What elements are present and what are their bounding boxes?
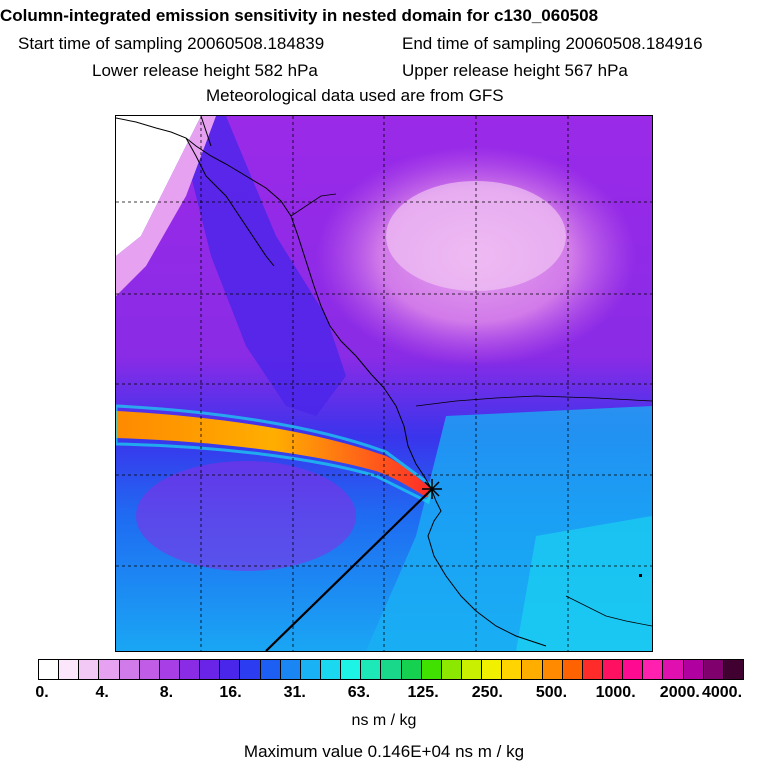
colorbar-segment <box>280 660 301 679</box>
emission-plume-edge <box>116 404 434 505</box>
colorbar-segment <box>240 660 261 679</box>
colorbar-segment <box>643 660 664 679</box>
flight-track-line <box>265 488 433 651</box>
colorbar-tick-label: 8. <box>159 684 174 701</box>
colorbar-segment <box>260 660 281 679</box>
colorbar-segment <box>39 660 60 679</box>
colorbar-segment <box>401 660 422 679</box>
colorbar-segment <box>421 660 442 679</box>
colorbar-segment <box>220 660 241 679</box>
colorbar-segment <box>522 660 543 679</box>
colorbar <box>38 659 744 680</box>
colorbar-segment <box>119 660 140 679</box>
colorbar-tick-label: 125. <box>407 684 439 701</box>
colorbar-segment <box>99 660 120 679</box>
colorbar-segment <box>461 660 483 679</box>
end-time-label: End time of sampling 20060508.184916 <box>402 34 703 53</box>
colorbar-tick-label: 500. <box>535 684 568 701</box>
release-point-cross-icon <box>422 479 442 499</box>
colorbar-segment <box>602 660 624 679</box>
colorbar-segment <box>703 660 724 679</box>
colorbar-segment <box>159 660 180 679</box>
colorbar-tick-label: 2000. <box>659 684 700 701</box>
colorbar-segment <box>361 660 382 679</box>
colorbar-segment <box>139 660 160 679</box>
island-dot <box>639 574 642 577</box>
page-title: Column-integrated emission sensitivity i… <box>0 6 599 25</box>
sensitivity-map <box>115 115 653 652</box>
low-sensitivity-corner <box>116 116 201 256</box>
blue-band-region <box>176 116 346 416</box>
colorbar-tick-label: 63. <box>347 684 371 701</box>
colorbar-tick-label: 0. <box>35 684 49 701</box>
colorbar-tick-label: 1000. <box>595 684 636 701</box>
cyan-light-region <box>516 516 652 651</box>
colorbar-segment <box>381 660 402 679</box>
colorbar-tick-label: 31. <box>283 684 306 701</box>
colorbar-segment <box>79 660 100 679</box>
coastlines <box>116 116 652 647</box>
upper-release-height-label: Upper release height 567 hPa <box>402 61 628 80</box>
lat-lon-grid <box>116 116 652 651</box>
colorbar-segment <box>542 660 563 679</box>
colorbar-segment <box>582 660 603 679</box>
colorbar-segment <box>623 660 644 679</box>
colorbar-tick-label: 4. <box>95 684 109 701</box>
colorbar-segment <box>562 660 583 679</box>
colorbar-segment <box>200 660 221 679</box>
colorbar-tick-label: 16. <box>219 684 242 701</box>
colorbar-segment <box>683 660 704 679</box>
lower-release-height-label: Lower release height 582 hPa <box>92 61 318 80</box>
colorbar-tick-label: 250. <box>471 684 503 701</box>
colorbar-segment <box>320 660 342 679</box>
colorbar-segment <box>179 660 201 679</box>
colorbar-units-label: ns m / kg <box>351 712 417 729</box>
maximum-value-label: Maximum value 0.146E+04 ns m / kg <box>243 742 525 761</box>
colorbar-segment <box>441 660 462 679</box>
purple-patch <box>136 461 356 571</box>
colorbar-segment <box>723 660 743 679</box>
low-sensitivity-edge <box>116 116 216 296</box>
colorbar-segment <box>300 660 321 679</box>
emission-plume <box>116 411 432 498</box>
colorbar-segment <box>341 660 362 679</box>
colorbar-segment <box>59 660 80 679</box>
colorbar-segment <box>482 660 503 679</box>
start-time-label: Start time of sampling 20060508.184839 <box>18 34 325 53</box>
colorbar-segment <box>502 660 523 679</box>
colorbar-segment <box>663 660 684 679</box>
met-data-label: Meteorological data used are from GFS <box>206 86 504 105</box>
colorbar-tick-label: 4000. <box>701 684 743 701</box>
